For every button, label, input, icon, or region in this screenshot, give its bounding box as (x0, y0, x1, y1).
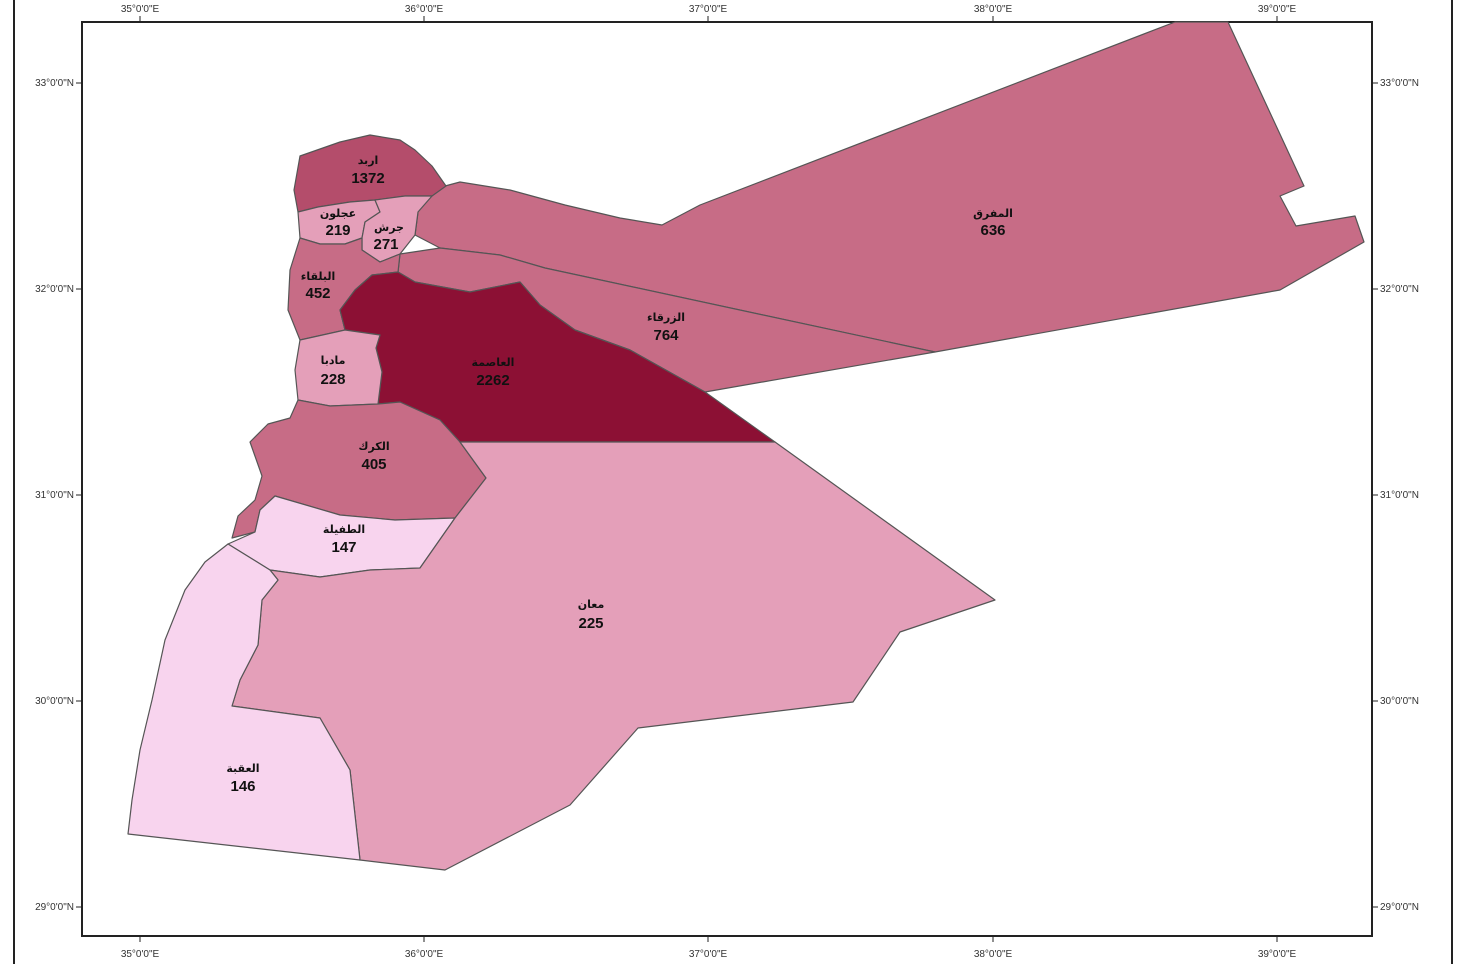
gov-name: اربد (358, 154, 379, 167)
top-tick-label: 37°0'0"E (689, 4, 728, 15)
left-tick-label: 29°0'0"N (35, 902, 74, 913)
label-irbid: اربد 1372 (351, 154, 384, 187)
gov-name: الزرقاء (647, 311, 685, 324)
gov-name: البلقاء (301, 270, 336, 283)
right-tick-label: 31°0'0"N (1380, 490, 1419, 501)
left-tick-label: 33°0'0"N (35, 78, 74, 89)
label-tafilah: الطفيلة 147 (323, 523, 365, 556)
left-tick-labels: 33°0'0"N 32°0'0"N 31°0'0"N 30°0'0"N 29°0… (35, 78, 74, 913)
governorate-regions (127, 21, 1365, 871)
gov-name: جرش (374, 221, 404, 234)
label-balqa: البلقاء 452 (301, 270, 336, 302)
gov-value: 405 (361, 456, 386, 473)
gov-name: الكرك (358, 440, 389, 453)
gov-name: العقبة (226, 762, 259, 775)
gov-value: 147 (331, 539, 356, 556)
gov-value: 764 (653, 327, 679, 344)
left-tick-label: 30°0'0"N (35, 696, 74, 707)
gov-value: 2262 (476, 372, 509, 389)
gov-name: مادبا (321, 354, 346, 367)
label-aqaba: العقبة 146 (226, 762, 259, 795)
left-tick-label: 31°0'0"N (35, 490, 74, 501)
bottom-tick-label: 37°0'0"E (689, 949, 728, 960)
label-jerash: جرش 271 (373, 221, 403, 253)
top-tick-label: 38°0'0"E (974, 4, 1013, 15)
gov-value: 636 (980, 222, 1005, 239)
gov-name: عجلون (320, 207, 356, 220)
bottom-tick-labels: 35°0'0"E 36°0'0"E 37°0'0"E 38°0'0"E 39°0… (121, 949, 1297, 960)
governorate-labels: المفرق 636 الزرقاء 764 اربد 1372 عجلون 2… (226, 154, 1013, 795)
label-ajloun: عجلون 219 (320, 207, 356, 239)
gov-value: 146 (230, 778, 255, 795)
right-tick-label: 29°0'0"N (1380, 902, 1419, 913)
bottom-tick-label: 39°0'0"E (1258, 949, 1297, 960)
bottom-tick-label: 36°0'0"E (405, 949, 444, 960)
top-tick-label: 35°0'0"E (121, 4, 160, 15)
top-tick-label: 39°0'0"E (1258, 4, 1297, 15)
label-amman: العاصمة 2262 (472, 356, 515, 389)
gov-value: 452 (305, 285, 330, 302)
right-tick-label: 30°0'0"N (1380, 696, 1419, 707)
label-karak: الكرك 405 (358, 440, 389, 473)
gov-name: المفرق (973, 207, 1013, 220)
gov-name: الطفيلة (323, 523, 365, 536)
right-tick-label: 33°0'0"N (1380, 78, 1419, 89)
label-madaba: مادبا 228 (320, 354, 345, 388)
top-tick-label: 36°0'0"E (405, 4, 444, 15)
right-tick-label: 32°0'0"N (1380, 284, 1419, 295)
label-mafraq: المفرق 636 (973, 207, 1013, 239)
map-frame (81, 21, 1373, 937)
gov-value: 219 (325, 222, 350, 239)
bottom-tick-label: 38°0'0"E (974, 949, 1013, 960)
top-tick-labels: 35°0'0"E 36°0'0"E 37°0'0"E 38°0'0"E 39°0… (121, 4, 1297, 15)
gov-name: معان (578, 598, 605, 611)
gov-value: 228 (320, 371, 345, 388)
region-madaba[interactable] (294, 329, 383, 407)
bottom-tick-label: 35°0'0"E (121, 949, 160, 960)
label-zarqa: الزرقاء 764 (647, 311, 685, 344)
graticule-ticks (76, 16, 1378, 942)
region-aqaba[interactable] (127, 543, 361, 861)
right-tick-labels: 33°0'0"N 32°0'0"N 31°0'0"N 30°0'0"N 29°0… (1380, 78, 1419, 913)
gov-name: العاصمة (472, 356, 515, 369)
gov-value: 225 (578, 615, 603, 632)
label-maan: معان 225 (578, 598, 605, 632)
left-tick-label: 32°0'0"N (35, 284, 74, 295)
gov-value: 1372 (351, 170, 384, 187)
gov-value: 271 (373, 236, 398, 253)
